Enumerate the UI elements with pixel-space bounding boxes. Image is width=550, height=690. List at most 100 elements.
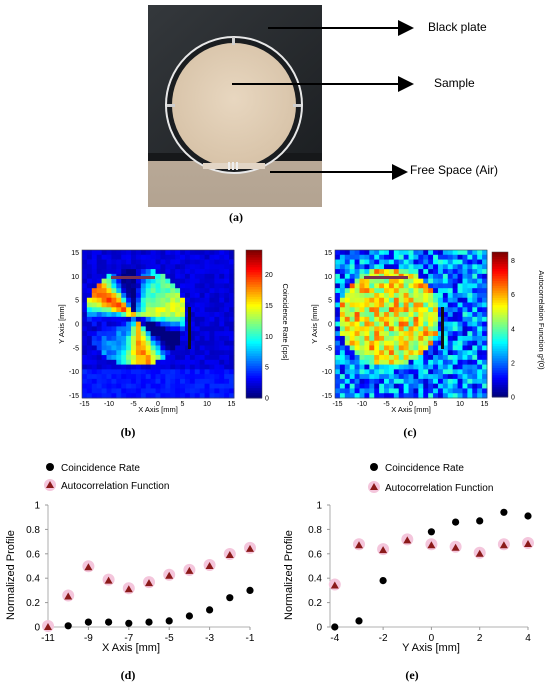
- heatmap-cell: [116, 340, 122, 346]
- heatmap-cell: [442, 316, 449, 323]
- colorbar-tick: 8: [511, 258, 515, 265]
- heatmap-cell: [82, 355, 88, 361]
- heatmap-cell: [86, 312, 93, 318]
- heatmap-cell: [165, 335, 171, 342]
- heatmap-cell: [384, 307, 390, 313]
- heatmap-cell: [349, 316, 356, 323]
- heatmap-cell: [398, 369, 405, 375]
- heatmap-cell: [91, 378, 98, 385]
- colorbar-step: [246, 250, 262, 253]
- heatmap-cell: [413, 302, 419, 308]
- heatmap-cell: [339, 269, 346, 275]
- heatmap-cell: [462, 321, 468, 327]
- heatmap-cell: [121, 297, 127, 303]
- scatter-d-y-tick: 0.2: [26, 598, 40, 609]
- heatmap-cell: [467, 292, 473, 299]
- heatmap-cell: [349, 388, 356, 394]
- scatter-e-point-autocorrelation: [355, 541, 363, 549]
- heatmap-cell: [388, 340, 395, 346]
- heatmap-cell: [101, 345, 107, 351]
- heatmap-cell: [462, 292, 468, 299]
- heatmap-cell: [374, 331, 380, 337]
- heatmap-cell: [160, 312, 166, 318]
- heatmap-cell: [339, 307, 346, 313]
- heatmap-cell: [135, 254, 142, 260]
- caption-e: (e): [405, 668, 419, 682]
- heatmap-cell: [121, 259, 127, 265]
- heatmap-cell: [204, 388, 210, 394]
- heatmap-cell: [379, 331, 385, 337]
- heatmap-cell: [413, 335, 419, 342]
- heatmap-cell: [131, 345, 137, 351]
- heatmap-cell: [433, 312, 439, 318]
- heatmap-cell: [374, 350, 380, 356]
- heatmap-cell: [393, 283, 400, 289]
- scatter-d-point-autocorrelation: [185, 566, 194, 574]
- heatmap-cell: [194, 302, 201, 308]
- legend-d-triangle-marker: [46, 481, 54, 488]
- heatmap-cell: [344, 250, 351, 256]
- heatmap-cell: [82, 393, 88, 399]
- heatmap-cell: [428, 312, 434, 318]
- heatmap-cell: [339, 340, 346, 346]
- heatmap-cell: [224, 321, 230, 327]
- heatmap-cell: [165, 250, 171, 256]
- scatter-d-x-tick: -11: [41, 633, 55, 644]
- heatmap-cell: [91, 269, 98, 275]
- heatmap-cell: [384, 283, 390, 289]
- heatmap-cell: [96, 269, 103, 275]
- heatmap-cell: [135, 374, 142, 380]
- scatter-d-point-autocorrelation: [104, 576, 113, 584]
- colorbar-step: [246, 365, 262, 369]
- heatmap-cell: [374, 254, 380, 260]
- heatmap-cell: [457, 374, 463, 380]
- heatmap-cell: [194, 331, 201, 337]
- heatmap-cell: [184, 312, 191, 318]
- heatmap-cell: [384, 364, 390, 370]
- colorbar-step: [246, 380, 262, 384]
- heatmap-cell: [344, 302, 351, 308]
- heatmap-cell: [423, 350, 429, 356]
- heatmap-cell: [165, 307, 171, 313]
- heatmap-cell: [145, 283, 152, 289]
- heatmap-cell: [413, 331, 419, 337]
- heatmap-cell: [175, 388, 181, 394]
- heatmap-cell: [349, 335, 356, 342]
- heatmap-cell: [96, 359, 103, 365]
- heatmap-cell: [349, 312, 356, 318]
- heatmap-cell: [447, 345, 454, 351]
- heatmap-cell: [388, 302, 395, 308]
- heatmap-cell: [359, 350, 365, 356]
- heatmap-cell: [126, 364, 132, 370]
- heatmap-cell: [219, 264, 225, 270]
- heatmap-cell: [199, 292, 205, 299]
- heatmap-cell: [335, 350, 341, 356]
- heatmap-cell: [224, 302, 230, 308]
- heatmap-cell: [354, 278, 360, 284]
- heatmap-cell: [354, 321, 360, 327]
- scatter-d-xlabel: X Axis [mm]: [102, 642, 160, 654]
- heatmap-cell: [155, 278, 161, 284]
- heatmap-cell: [165, 273, 171, 280]
- heatmap-cell: [428, 331, 434, 337]
- legend-d-coincidence: Coincidence Rate: [61, 463, 140, 474]
- heatmap-cell: [145, 269, 152, 275]
- heatmap-cell: [433, 283, 439, 289]
- heatmap-cell: [116, 335, 122, 342]
- heatmap-cell: [209, 307, 215, 313]
- heatmap-cell: [145, 350, 152, 356]
- heatmap-cell: [101, 364, 107, 370]
- heatmap-cell: [82, 269, 88, 275]
- heatmap-cell: [467, 345, 473, 351]
- heatmap-cell: [433, 331, 439, 337]
- heatmap-cell: [126, 345, 132, 351]
- heatmap-cell: [106, 307, 112, 313]
- heatmap-cell: [349, 307, 356, 313]
- heatmap-cell: [452, 312, 458, 318]
- colorbar-step: [492, 348, 508, 352]
- heatmap-cell: [462, 388, 468, 394]
- heatmap-cell: [96, 355, 103, 361]
- colorbar-tick: 10: [265, 334, 273, 341]
- heatmap-cell: [214, 345, 220, 351]
- heatmap-x-tick: 5: [434, 401, 438, 408]
